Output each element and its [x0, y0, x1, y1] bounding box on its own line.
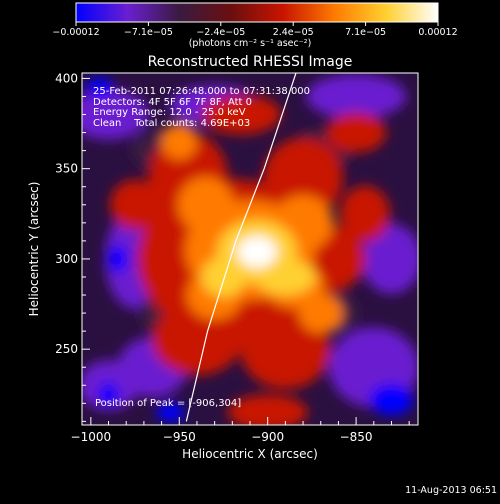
- x-axis: −1000 −950 −900 −850: [71, 417, 410, 444]
- colorbar-tick-label: −7.1e−05: [124, 27, 173, 38]
- clean-counts: Clean Total counts: 4.69E+03: [93, 117, 251, 129]
- colorbar-tick-label: 0.00012: [418, 27, 457, 38]
- colorbar-units: (photons cm⁻² s⁻¹ asec⁻²): [188, 38, 312, 49]
- y-tick-label: 250: [55, 342, 78, 356]
- colorbar-ticks: −0.00012 −7.1e−05 −2.4e−05 2.4e−05 7.1e−05 0.…: [52, 22, 458, 38]
- x-tick-label: −850: [340, 430, 373, 444]
- y-tick-label: 400: [55, 71, 78, 85]
- y-tick-label: 300: [55, 252, 78, 266]
- time-range: 25-Feb-2011 07:26:48.000 to 07:31:38.000: [93, 86, 311, 97]
- info-overlay: 25-Feb-2011 07:26:48.000 to 07:31:38.000…: [93, 86, 311, 129]
- colorbar-tick-label: −2.4e−05: [196, 27, 245, 38]
- solar-limb-curve: [185, 73, 297, 422]
- x-tick-label: −900: [251, 430, 284, 444]
- colorbar-tick-label: −0.00012: [52, 27, 99, 38]
- colorbar-tick-label: 7.1e−05: [345, 27, 386, 38]
- y-tick-label: 350: [55, 162, 78, 176]
- y-axis-label: Heliocentric Y (arcsec): [27, 182, 41, 317]
- y-axis: 250 300 350 400: [55, 71, 90, 422]
- footer-timestamp: 11-Aug-2013 06:51: [405, 485, 497, 496]
- peak-position: Position of Peak = [-906,304]: [95, 398, 242, 409]
- colorbar-tick-label: 2.4e−05: [273, 27, 314, 38]
- detectors: Detectors: 4F 5F 6F 7F 8F, Att 0: [93, 96, 253, 108]
- x-axis-label: Heliocentric X (arcsec): [182, 447, 318, 461]
- x-tick-label: −1000: [71, 430, 112, 444]
- energy-range: Energy Range: 12.0 - 25.0 keV: [93, 107, 246, 118]
- chart-title: Reconstructed RHESSI Image: [147, 54, 353, 70]
- heatmap: [82, 73, 418, 425]
- colorbar: [75, 2, 439, 23]
- x-tick-label: −950: [163, 430, 196, 444]
